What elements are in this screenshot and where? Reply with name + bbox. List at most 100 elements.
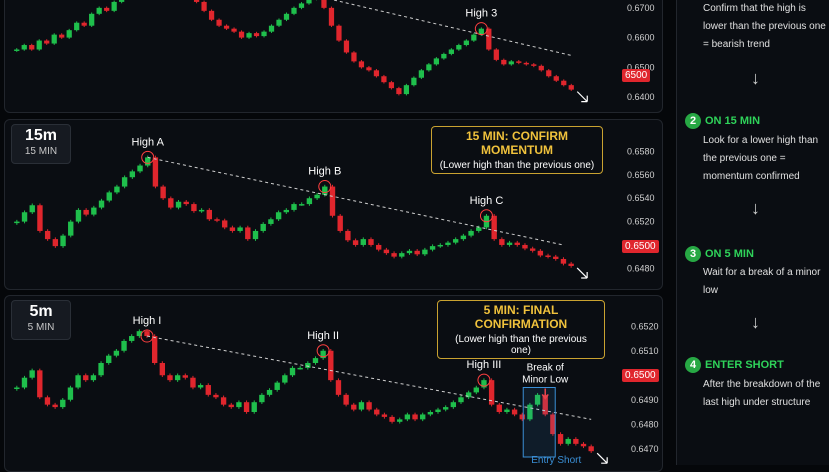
candle bbox=[174, 375, 181, 381]
annotation-label: High I bbox=[133, 315, 162, 327]
candle bbox=[175, 201, 182, 208]
candle bbox=[422, 249, 428, 255]
candle bbox=[328, 350, 334, 381]
candle bbox=[198, 209, 205, 212]
candle bbox=[381, 414, 388, 417]
current-price-badge: 0.6500 bbox=[622, 369, 659, 382]
candle bbox=[580, 443, 587, 447]
candle bbox=[91, 207, 97, 215]
candle bbox=[335, 380, 342, 395]
candle bbox=[44, 230, 51, 240]
candle bbox=[312, 358, 319, 363]
candle bbox=[37, 205, 43, 231]
candle bbox=[83, 375, 89, 381]
candle bbox=[137, 165, 143, 172]
candle bbox=[396, 88, 402, 95]
candle bbox=[374, 409, 380, 415]
candle bbox=[37, 370, 43, 398]
candle bbox=[67, 387, 74, 400]
candle bbox=[29, 45, 35, 50]
swing-high-marker bbox=[140, 329, 154, 343]
candle bbox=[343, 40, 350, 53]
candle bbox=[251, 402, 257, 412]
swing-high-marker bbox=[479, 209, 493, 223]
candle bbox=[214, 219, 220, 221]
trend-arrow-icon bbox=[596, 452, 608, 464]
candle bbox=[508, 61, 514, 65]
entry-zone-box bbox=[522, 387, 556, 458]
candle bbox=[501, 59, 507, 65]
candle bbox=[534, 394, 541, 405]
candle bbox=[98, 200, 105, 208]
strategy-sidebar: Confirm that the high is lower than the … bbox=[676, 0, 829, 465]
candle bbox=[291, 7, 297, 14]
candle bbox=[450, 402, 457, 408]
candle bbox=[388, 82, 395, 89]
callout-subtitle: (Lower high than the previous one) bbox=[455, 334, 587, 356]
callout-subtitle: (Lower high than the previous one) bbox=[439, 160, 595, 171]
candle bbox=[306, 198, 313, 205]
candle bbox=[542, 394, 548, 415]
candle bbox=[560, 258, 567, 264]
candle bbox=[499, 239, 505, 245]
candle bbox=[437, 244, 443, 247]
candle bbox=[167, 375, 173, 381]
candle bbox=[98, 363, 104, 376]
candle bbox=[411, 77, 417, 86]
candle bbox=[463, 40, 469, 46]
candle bbox=[381, 76, 387, 83]
candle bbox=[557, 434, 564, 444]
candle bbox=[276, 19, 282, 26]
chart-15m: 0.65800.65600.65400.65200.65000.6480High… bbox=[14, 136, 655, 279]
candle bbox=[60, 235, 66, 247]
annotation-label: High III bbox=[467, 359, 502, 371]
candle bbox=[493, 49, 499, 60]
candle bbox=[261, 31, 267, 37]
candle bbox=[193, 0, 200, 2]
candle bbox=[418, 70, 425, 78]
candle bbox=[29, 205, 35, 213]
candle bbox=[299, 204, 305, 206]
candle bbox=[283, 13, 290, 20]
step-title: ON 5 MIN bbox=[705, 248, 754, 260]
candle bbox=[366, 402, 372, 410]
candle bbox=[527, 404, 533, 420]
candle bbox=[243, 402, 250, 412]
candle bbox=[345, 230, 351, 241]
candle bbox=[420, 414, 426, 420]
candle bbox=[81, 22, 87, 26]
candle bbox=[159, 363, 166, 376]
candle bbox=[545, 255, 551, 257]
candle bbox=[321, 0, 327, 8]
timeframe-label: 5m 5 MIN bbox=[11, 300, 71, 340]
candle bbox=[104, 7, 110, 11]
candle bbox=[289, 367, 296, 376]
step-number-badge: 2 bbox=[685, 113, 701, 129]
candle bbox=[66, 30, 72, 38]
y-tick-label: 0.6490 bbox=[631, 395, 659, 405]
candle bbox=[246, 33, 252, 38]
candle bbox=[435, 409, 441, 412]
candle bbox=[448, 49, 454, 54]
candle bbox=[152, 157, 159, 187]
annotation-label: Break of bbox=[527, 362, 564, 373]
candle bbox=[441, 53, 447, 59]
candle bbox=[537, 250, 544, 256]
candle bbox=[253, 33, 260, 37]
candle bbox=[14, 49, 20, 51]
timeframe-label: 15m 15 MIN bbox=[11, 124, 71, 164]
candle bbox=[476, 227, 482, 231]
candle bbox=[106, 192, 112, 201]
timeframe-label-main: 15m bbox=[24, 127, 58, 144]
candle bbox=[75, 375, 81, 388]
step-description: Wait for a break of a minor low bbox=[703, 267, 821, 296]
candle bbox=[14, 387, 20, 389]
candle bbox=[191, 204, 197, 212]
candle bbox=[314, 194, 320, 199]
candle bbox=[427, 412, 434, 415]
candle bbox=[478, 28, 484, 35]
candle bbox=[426, 64, 432, 71]
candle bbox=[111, 1, 117, 11]
candle bbox=[471, 34, 477, 41]
candle bbox=[486, 28, 492, 50]
